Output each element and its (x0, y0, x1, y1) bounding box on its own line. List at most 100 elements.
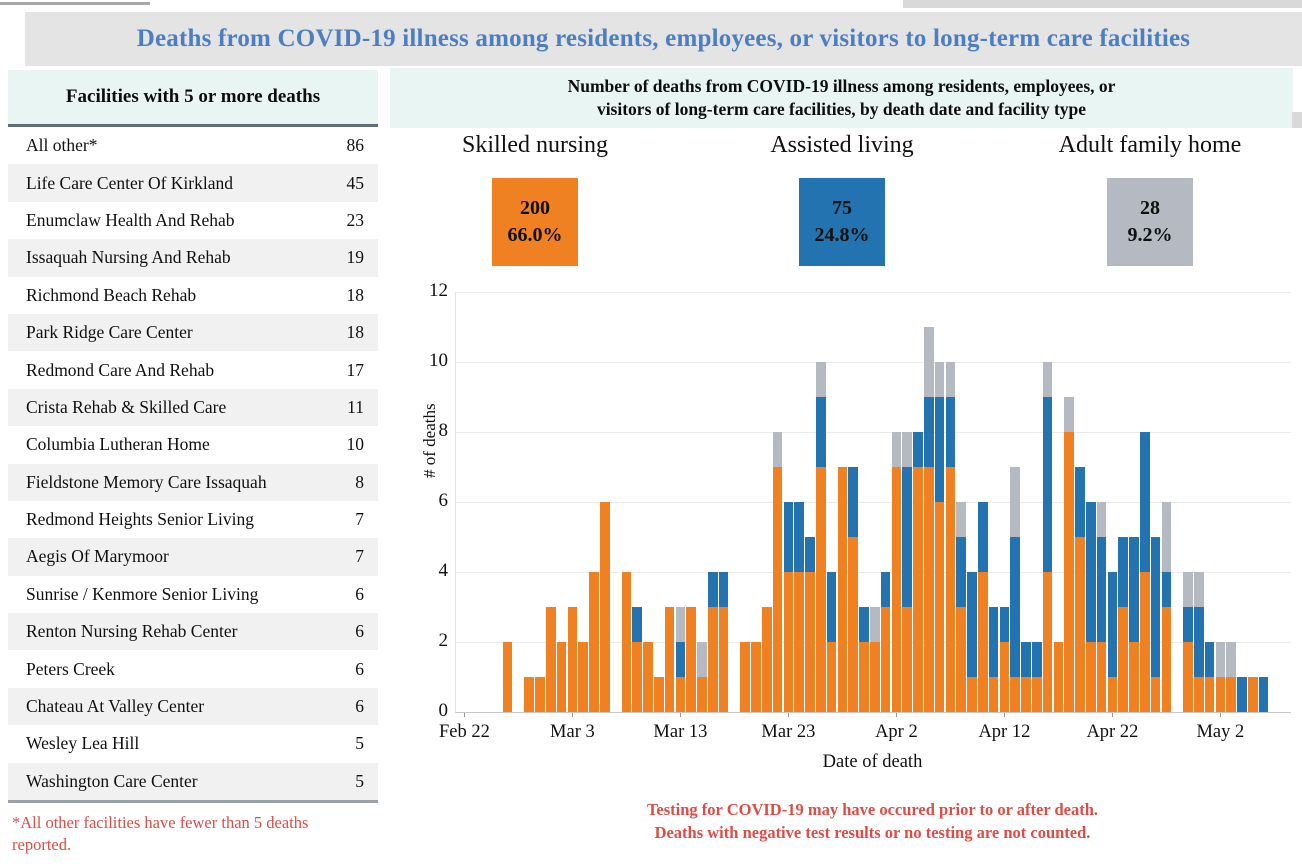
bar-apr-13-assisted-living[interactable] (1010, 537, 1020, 677)
bar-mar-16-assisted-living[interactable] (708, 572, 718, 607)
facility-row-chateau-at-valley-center[interactable]: Chateau At Valley Center 6 (8, 687, 378, 726)
bar-mar-2-skilled-nursing[interactable] (556, 642, 567, 712)
bar-mar-10-skilled-nursing[interactable] (643, 642, 653, 712)
bar-apr-8-assisted-living[interactable] (956, 537, 966, 607)
bar-apr-12-skilled-nursing[interactable] (999, 642, 1010, 712)
bar-apr-27-adult-family-home[interactable] (1161, 502, 1172, 572)
bar-apr-5-adult-family-home[interactable] (924, 327, 934, 397)
bar-mar-25-assisted-living[interactable] (805, 537, 815, 572)
bar-apr-8-skilled-nursing[interactable] (956, 607, 966, 712)
bar-mar-22-skilled-nursing[interactable] (772, 467, 783, 712)
bar-apr-20-assisted-living[interactable] (1086, 502, 1096, 642)
bar-apr-29-adult-family-home[interactable] (1183, 572, 1193, 607)
bar-apr-24-skilled-nursing[interactable] (1129, 642, 1139, 712)
bar-mar-15-adult-family-home[interactable] (697, 642, 707, 677)
bar-mar-17-assisted-living[interactable] (718, 572, 729, 607)
bar-mar-19-skilled-nursing[interactable] (740, 642, 750, 712)
bar-apr-8-adult-family-home[interactable] (956, 502, 966, 537)
facility-row-washington-care-center[interactable]: Washington Care Center 5 (8, 762, 378, 801)
bar-apr-3-assisted-living[interactable] (902, 467, 912, 607)
bar-apr-18-adult-family-home[interactable] (1064, 397, 1074, 432)
bar-apr-23-assisted-living[interactable] (1118, 537, 1128, 607)
bar-apr-15-assisted-living[interactable] (1032, 642, 1042, 677)
bar-mar-28-skilled-nursing[interactable] (837, 467, 848, 712)
bar-apr-12-assisted-living[interactable] (999, 607, 1010, 642)
bar-apr-21-assisted-living[interactable] (1096, 537, 1107, 642)
bar-apr-16-skilled-nursing[interactable] (1042, 572, 1053, 712)
facility-row-redmond-heights-senior-living[interactable]: Redmond Heights Senior Living 7 (8, 501, 378, 538)
bar-mar-15-skilled-nursing[interactable] (697, 677, 707, 712)
bar-apr-3-adult-family-home[interactable] (902, 432, 912, 467)
bar-may-1-skilled-nursing[interactable] (1204, 677, 1215, 712)
bar-mar-22-adult-family-home[interactable] (772, 432, 783, 467)
bar-apr-21-adult-family-home[interactable] (1096, 502, 1107, 537)
bar-may-3-skilled-nursing[interactable] (1226, 677, 1236, 712)
facility-row-redmond-care-and-rehab[interactable]: Redmond Care And Rehab 17 (8, 351, 378, 388)
bar-mar-13-assisted-living[interactable] (675, 642, 686, 677)
bar-mar-4-skilled-nursing[interactable] (578, 642, 588, 712)
bar-may-5-skilled-nursing[interactable] (1248, 677, 1258, 712)
bar-apr-1-skilled-nursing[interactable] (880, 607, 891, 712)
bar-apr-25-assisted-living[interactable] (1140, 432, 1150, 572)
bar-apr-26-skilled-nursing[interactable] (1150, 677, 1161, 712)
bar-apr-23-skilled-nursing[interactable] (1118, 607, 1128, 712)
bar-feb-29-skilled-nursing[interactable] (535, 677, 545, 712)
bar-apr-30-adult-family-home[interactable] (1194, 572, 1204, 607)
bar-apr-29-skilled-nursing[interactable] (1183, 642, 1193, 712)
bar-mar-9-skilled-nursing[interactable] (632, 642, 642, 712)
bar-apr-13-adult-family-home[interactable] (1010, 467, 1020, 537)
facility-row-life-care-center-of-kirkland[interactable]: Life Care Center Of Kirkland 45 (8, 164, 378, 202)
bar-apr-30-assisted-living[interactable] (1194, 607, 1204, 677)
bar-may-4-assisted-living[interactable] (1237, 677, 1247, 712)
bar-apr-2-skilled-nursing[interactable] (891, 467, 902, 712)
bar-mar-31-skilled-nursing[interactable] (870, 642, 880, 712)
bar-mar-1-skilled-nursing[interactable] (546, 607, 556, 712)
bar-apr-17-skilled-nursing[interactable] (1053, 642, 1064, 712)
facility-row-peters-creek[interactable]: Peters Creek 6 (8, 650, 378, 687)
bar-apr-14-skilled-nursing[interactable] (1021, 677, 1031, 712)
bar-mar-30-skilled-nursing[interactable] (859, 642, 869, 712)
bar-apr-1-assisted-living[interactable] (880, 572, 891, 607)
bar-mar-3-skilled-nursing[interactable] (567, 607, 578, 712)
bar-feb-28-skilled-nursing[interactable] (524, 677, 534, 712)
bar-apr-10-assisted-living[interactable] (978, 502, 988, 572)
legend-swatch-skilled-nursing[interactable]: 200 66.0% (492, 178, 578, 266)
bar-apr-5-skilled-nursing[interactable] (924, 467, 934, 712)
bar-apr-9-skilled-nursing[interactable] (967, 677, 977, 712)
bar-mar-26-assisted-living[interactable] (816, 397, 826, 467)
bar-apr-16-assisted-living[interactable] (1042, 397, 1053, 572)
bar-apr-7-adult-family-home[interactable] (945, 362, 956, 397)
bar-apr-13-skilled-nursing[interactable] (1010, 677, 1020, 712)
bar-apr-16-adult-family-home[interactable] (1042, 362, 1053, 397)
bar-apr-29-assisted-living[interactable] (1183, 607, 1193, 642)
legend-swatch-assisted-living[interactable]: 75 24.8% (799, 178, 885, 266)
bar-mar-5-skilled-nursing[interactable] (589, 572, 599, 712)
bar-apr-26-assisted-living[interactable] (1150, 537, 1161, 677)
bar-apr-15-skilled-nursing[interactable] (1032, 677, 1042, 712)
bar-apr-7-skilled-nursing[interactable] (945, 467, 956, 712)
facility-row-park-ridge-care-center[interactable]: Park Ridge Care Center 18 (8, 313, 378, 352)
bar-mar-14-skilled-nursing[interactable] (686, 607, 696, 712)
bar-mar-24-skilled-nursing[interactable] (794, 572, 804, 712)
bar-mar-24-assisted-living[interactable] (794, 502, 804, 572)
bar-apr-22-assisted-living[interactable] (1107, 572, 1118, 677)
bar-apr-11-skilled-nursing[interactable] (988, 677, 999, 712)
bar-may-2-adult-family-home[interactable] (1215, 642, 1226, 677)
facility-row-all-other[interactable]: All other* 86 (8, 127, 378, 164)
bar-mar-29-skilled-nursing[interactable] (848, 537, 858, 712)
bar-apr-22-skilled-nursing[interactable] (1107, 677, 1118, 712)
bar-mar-16-skilled-nursing[interactable] (708, 607, 718, 712)
bar-apr-11-assisted-living[interactable] (988, 607, 999, 677)
bar-apr-27-skilled-nursing[interactable] (1161, 607, 1172, 712)
bar-apr-27-assisted-living[interactable] (1161, 572, 1172, 607)
bar-apr-20-skilled-nursing[interactable] (1086, 642, 1096, 712)
facility-row-columbia-lutheran-home[interactable]: Columbia Lutheran Home 10 (8, 426, 378, 463)
bar-apr-5-assisted-living[interactable] (924, 397, 934, 467)
bar-mar-29-assisted-living[interactable] (848, 467, 858, 537)
facility-row-issaquah-nursing-and-rehab[interactable]: Issaquah Nursing And Rehab 19 (8, 239, 378, 277)
bar-apr-19-assisted-living[interactable] (1075, 467, 1085, 537)
facility-row-enumclaw-health-and-rehab[interactable]: Enumclaw Health And Rehab 23 (8, 202, 378, 239)
facility-row-fieldstone-memory-care-issaquah[interactable]: Fieldstone Memory Care Issaquah 8 (8, 463, 378, 501)
bar-mar-23-skilled-nursing[interactable] (783, 572, 794, 712)
bar-feb-26-skilled-nursing[interactable] (502, 642, 513, 712)
